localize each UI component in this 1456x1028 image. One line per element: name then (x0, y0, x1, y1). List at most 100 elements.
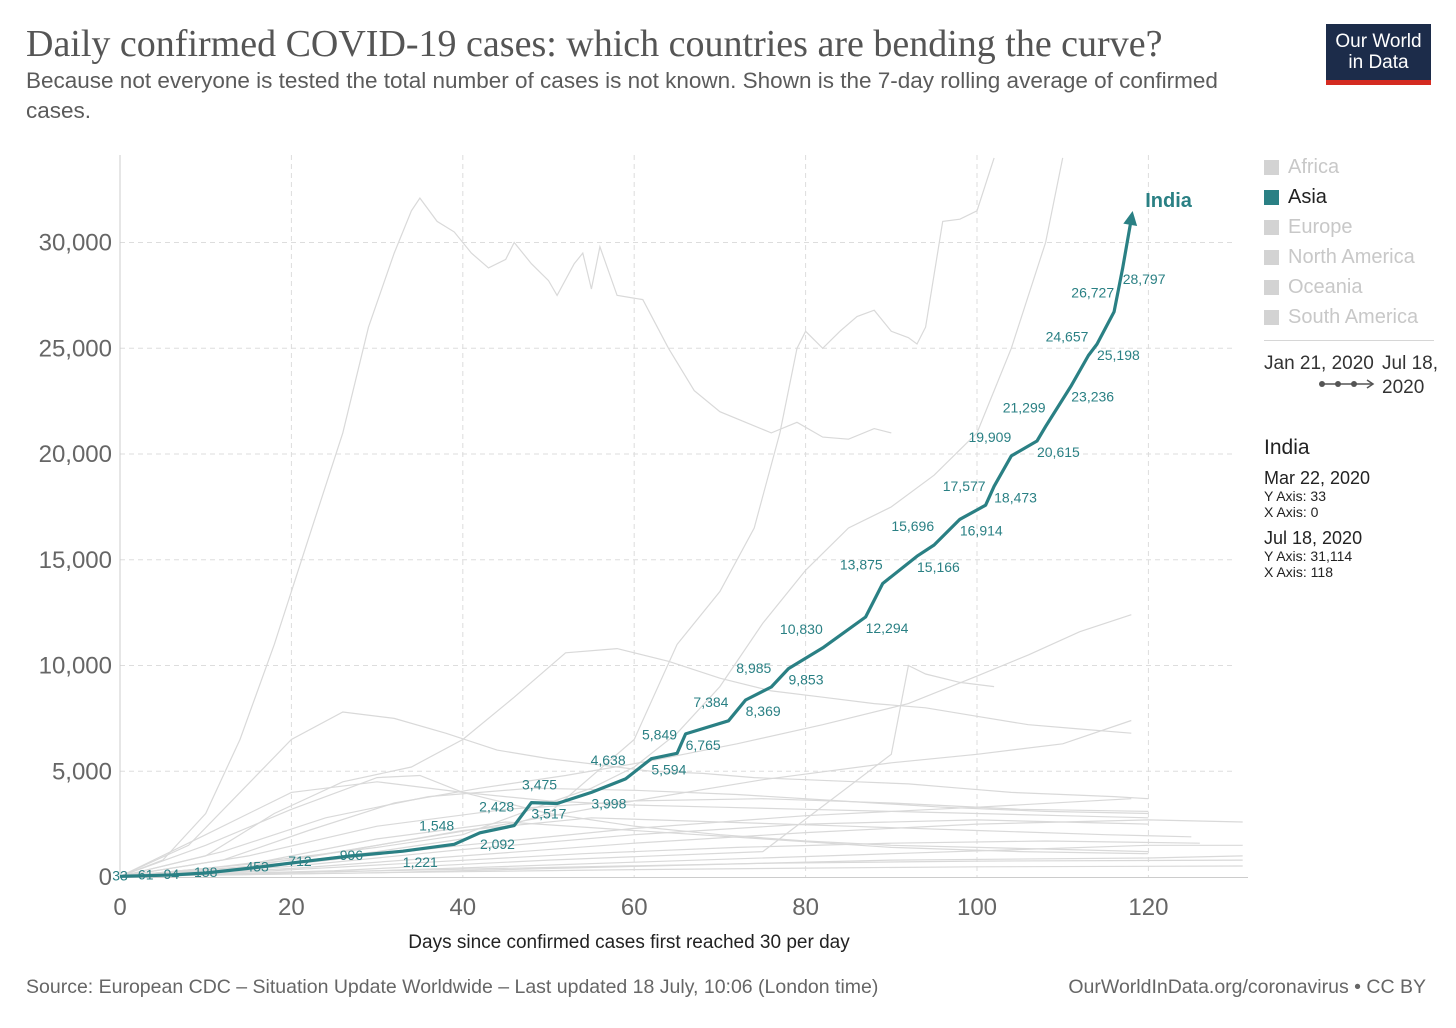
background-series-line (120, 157, 995, 877)
x-tick-label: 100 (957, 894, 997, 921)
data-label: 8,985 (736, 660, 771, 676)
x-tick-label: 0 (113, 894, 126, 921)
data-label: 1,548 (419, 817, 454, 833)
data-label: 7,384 (693, 694, 728, 710)
data-label: 3,475 (522, 777, 557, 793)
y-tick-label: 15,000 (39, 547, 112, 574)
data-label: 20,615 (1037, 444, 1080, 460)
data-label: 2,428 (479, 799, 514, 815)
legend-swatch (1264, 159, 1279, 175)
source-link[interactable]: OurWorldInData.org/coronavirus • CC BY (1068, 976, 1426, 998)
data-label: 23,236 (1071, 389, 1114, 405)
data-label: 33 (112, 867, 128, 883)
legend-item-north-america[interactable]: North America (1264, 242, 1444, 272)
y-tick-label: 0 (99, 864, 112, 891)
legend-item-africa[interactable]: Africa (1264, 152, 1444, 182)
data-label: 1,221 (403, 854, 438, 870)
data-label: 3,517 (531, 806, 566, 822)
x-tick-label: 40 (449, 894, 476, 921)
y-tick-label: 20,000 (39, 441, 112, 468)
tooltip-end-y: Y Axis: 31,114 (1264, 548, 1353, 564)
data-label: 4,638 (591, 752, 626, 768)
data-label: 21,299 (1003, 400, 1046, 416)
y-tick-label: 30,000 (39, 230, 112, 257)
x-tick-label: 20 (278, 894, 305, 921)
background-series-lines (120, 157, 1243, 877)
legend-label: Asia (1288, 185, 1327, 208)
india-series-label: India (1145, 190, 1193, 212)
background-series-line (120, 865, 1243, 877)
range-end-label: Jul 18, 2020 (1382, 353, 1438, 398)
tooltip-end-date: Jul 18, 2020 (1264, 528, 1363, 548)
legend-item-asia[interactable]: Asia (1264, 182, 1444, 212)
legend-swatch (1264, 219, 1279, 235)
data-label: 453 (245, 858, 269, 874)
data-label: 2,092 (480, 836, 515, 852)
legend-item-south-america[interactable]: South America (1264, 302, 1444, 332)
grid-lines (120, 155, 1232, 877)
chart-title: Daily confirmed COVID-19 cases: which co… (26, 23, 1163, 65)
range-arrow-icon[interactable] (1318, 374, 1378, 394)
legend-divider (1264, 340, 1434, 341)
y-tick-label: 10,000 (39, 653, 112, 680)
background-series-line (120, 664, 995, 877)
y-tick-label: 25,000 (39, 335, 112, 362)
logo-line-1: Our World (1335, 31, 1422, 52)
data-label: 5,594 (651, 762, 686, 778)
legend-swatch (1264, 309, 1279, 325)
range-start-label: Jan 21, 2020 (1264, 353, 1374, 374)
source-note: Source: European CDC – Situation Update … (26, 976, 879, 998)
x-tick-label: 120 (1128, 894, 1168, 921)
axes: 0 5,000 10,000 15,000 20,000 25,000 30,000 0 20 4… (39, 155, 1248, 921)
legend-swatch (1264, 189, 1279, 205)
tooltip-start-x: X Axis: 0 (1264, 504, 1319, 520)
legend: Africa Asia Europe North America Oceania… (1264, 152, 1444, 332)
legend-item-europe[interactable]: Europe (1264, 212, 1444, 242)
time-range-control[interactable]: Jan 21, 2020 Jul 18, 2020 (1264, 352, 1444, 424)
background-series-line (120, 819, 1243, 877)
india-series: India (119, 190, 1193, 878)
data-label: 19,909 (968, 429, 1011, 445)
series-tooltip: India Mar 22, 2020 Y Axis: 33 X Axis: 0 … (1264, 436, 1449, 580)
tooltip-country: India (1264, 436, 1310, 459)
data-label: 18,473 (994, 489, 1037, 505)
data-labels: 33 61 94 188 453 712 996 1,221 1,548 2,092 2,428 3,… (112, 271, 1166, 883)
background-series-line (120, 197, 892, 877)
tooltip-start-y: Y Axis: 33 (1264, 488, 1327, 504)
india-line (119, 218, 1133, 878)
data-label: 17,577 (943, 478, 986, 494)
owid-logo[interactable]: Our World in Data (1326, 24, 1431, 85)
line-chart[interactable]: 0 5,000 10,000 15,000 20,000 25,000 30,000 0 20 4… (0, 0, 1456, 960)
data-label: 28,797 (1123, 271, 1166, 287)
background-series-line (120, 711, 1149, 877)
background-series-line (120, 781, 1149, 877)
tooltip-start: Mar 22, 2020 Y Axis: 33 X Axis: 0 (1264, 468, 1449, 520)
legend-swatch (1264, 249, 1279, 265)
background-series-line (120, 787, 1149, 877)
background-series-line (120, 157, 1064, 877)
background-series-line (120, 840, 1200, 877)
y-tick-label: 5,000 (52, 758, 112, 785)
background-series-line (120, 774, 1149, 877)
data-label: 188 (194, 864, 218, 880)
data-label: 712 (288, 853, 312, 869)
data-label: 26,727 (1071, 285, 1114, 301)
data-label: 8,369 (746, 703, 781, 719)
data-label: 24,657 (1046, 329, 1089, 345)
data-label: 15,696 (891, 518, 934, 534)
background-series-line (120, 647, 1132, 877)
india-arrowhead (1123, 211, 1138, 227)
tooltip-start-date: Mar 22, 2020 (1264, 468, 1371, 488)
tooltip-end-x: X Axis: 118 (1264, 564, 1334, 580)
legend-label: Europe (1288, 215, 1353, 238)
x-tick-label: 80 (792, 894, 819, 921)
data-label: 3,998 (591, 795, 626, 811)
data-label: 25,198 (1097, 347, 1140, 363)
data-label: 61 (138, 867, 154, 883)
legend-label: South America (1288, 305, 1419, 328)
background-series-line (120, 819, 1149, 877)
legend-swatch (1264, 279, 1279, 295)
legend-label: North America (1288, 245, 1415, 268)
legend-item-oceania[interactable]: Oceania (1264, 272, 1444, 302)
data-label: 10,830 (780, 621, 823, 637)
